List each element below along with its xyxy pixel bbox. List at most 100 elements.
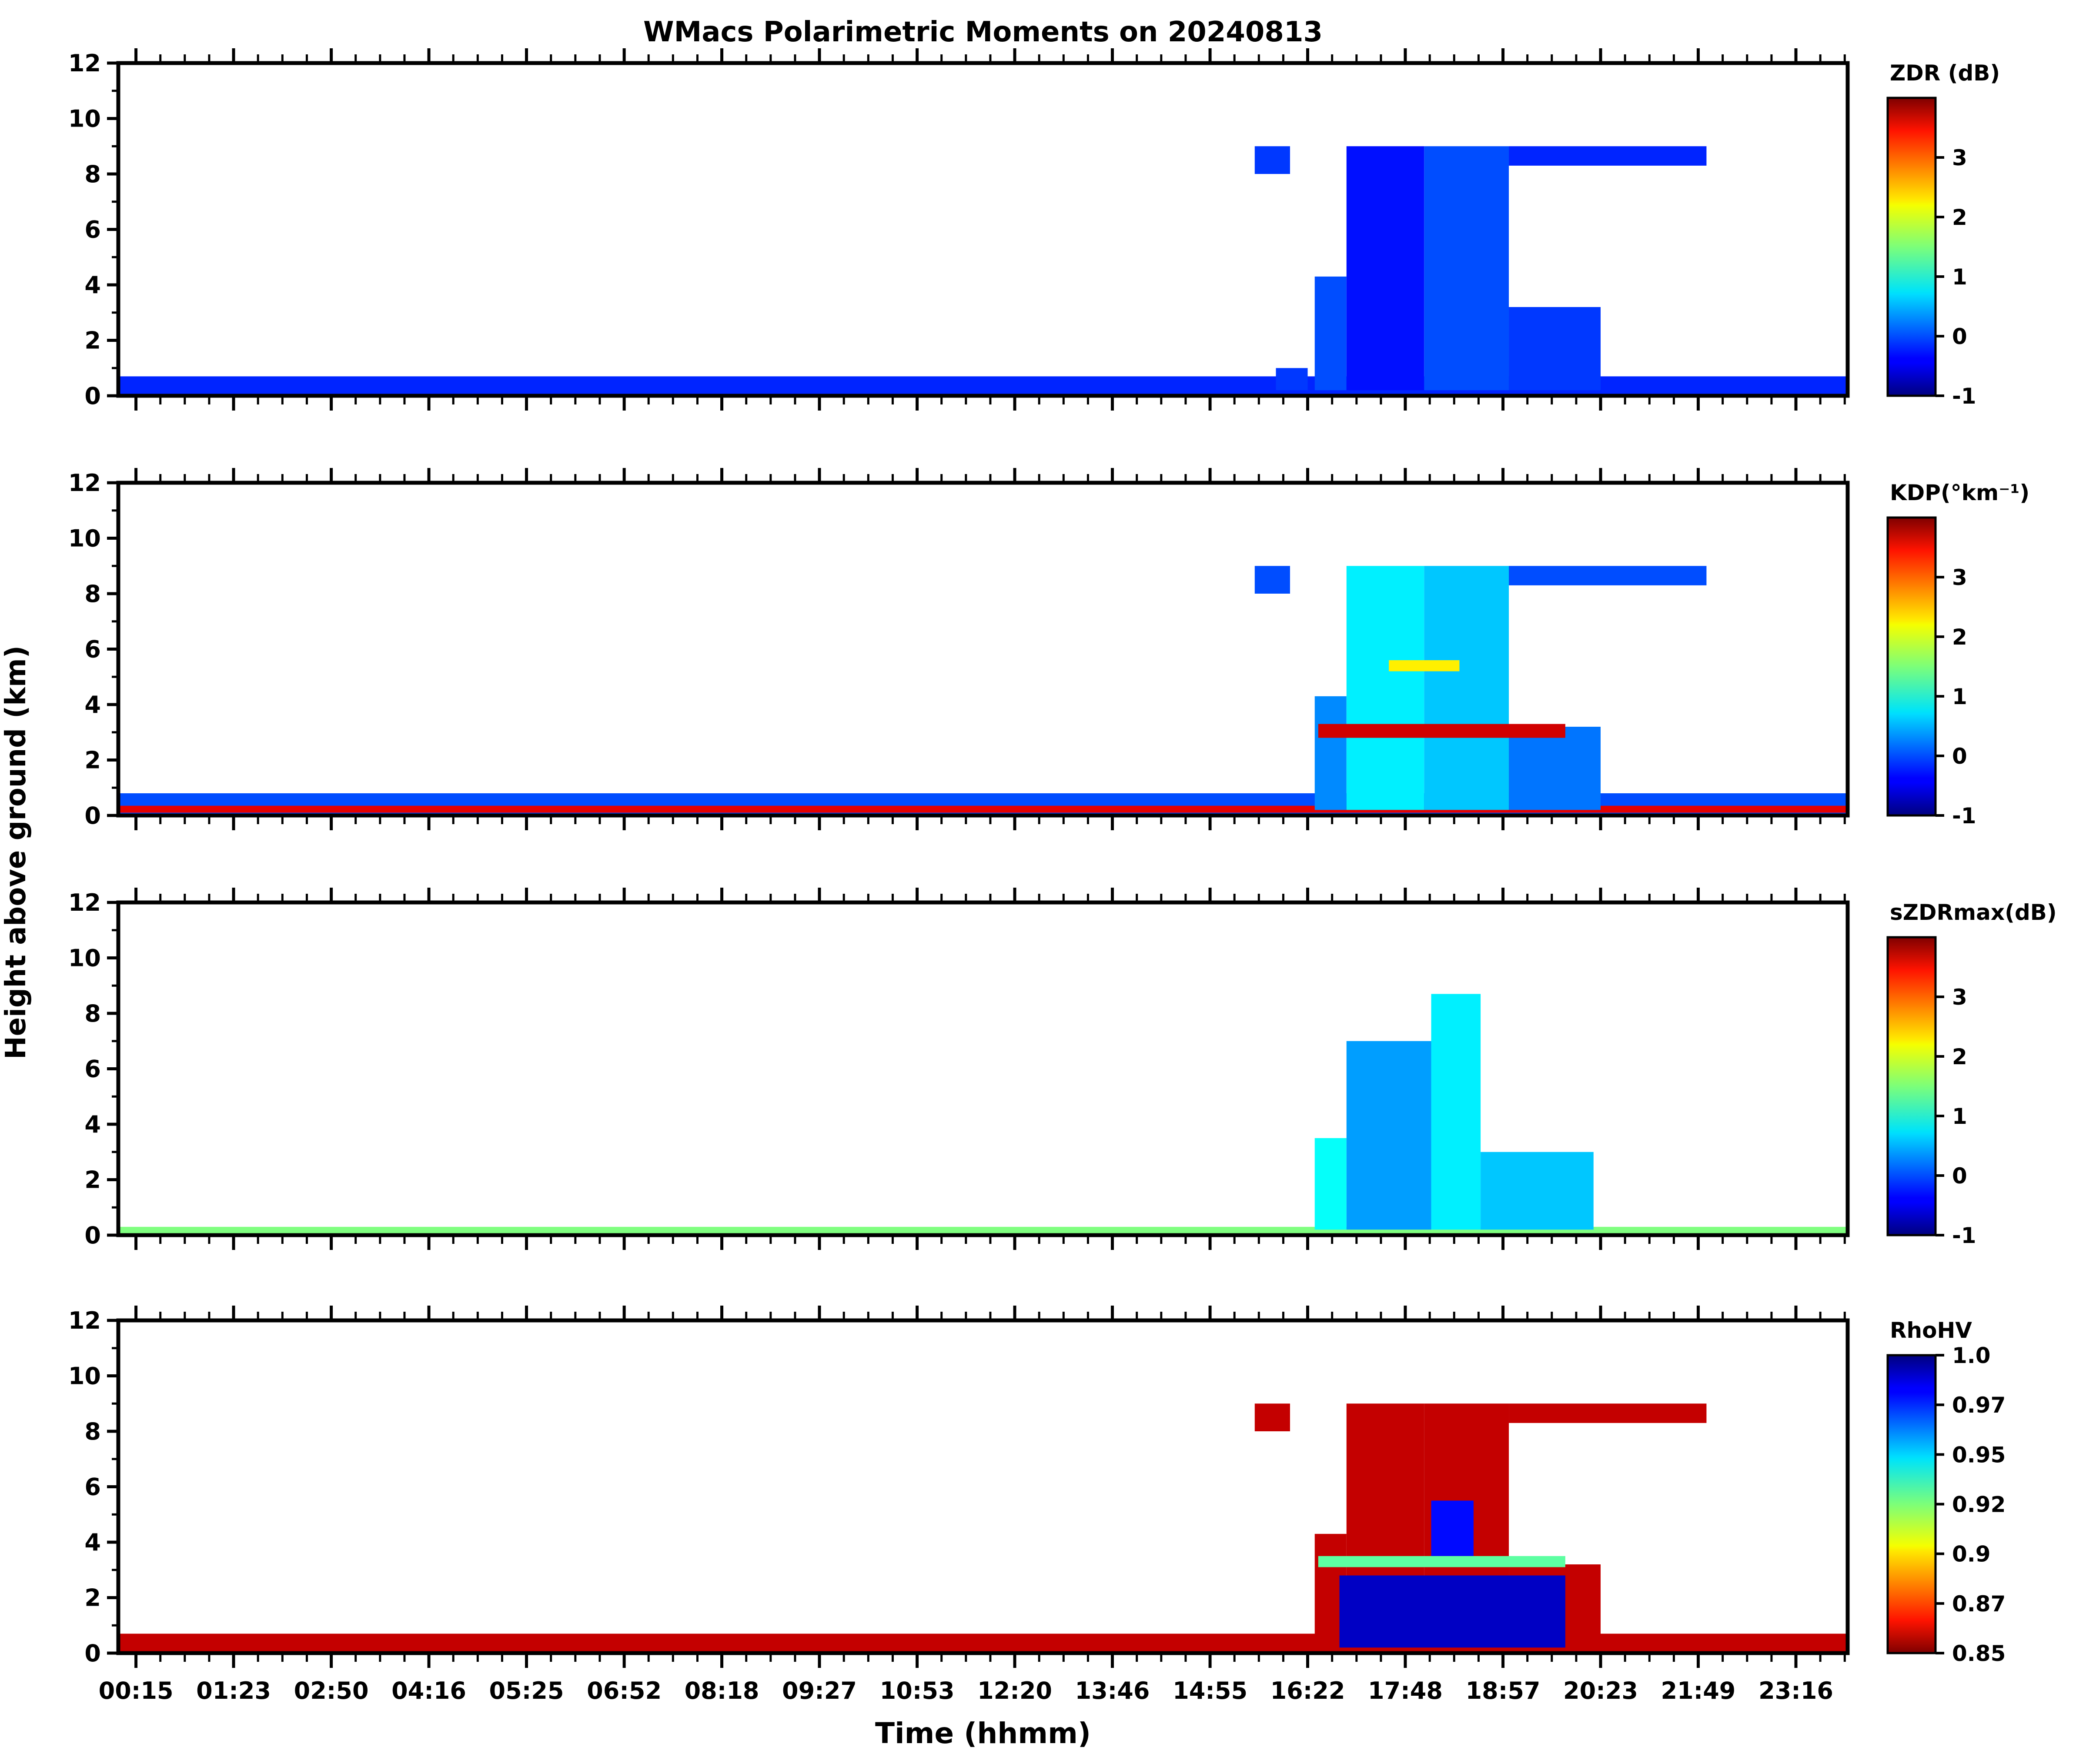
y-tick-label: 6 (84, 1473, 101, 1501)
echo-region (1254, 146, 1290, 174)
colorbar-tick-label: 3 (1952, 985, 1967, 1010)
x-axis-label: Time (hhmm) (875, 1717, 1091, 1750)
echo-region (1431, 994, 1481, 1230)
x-tick-label: 16:22 (1270, 1677, 1345, 1704)
echo-region (1431, 1500, 1474, 1556)
colorbar (1886, 97, 1937, 397)
echo-region (1481, 1152, 1594, 1230)
panel-rhohv: 0 2 4 6 8 10 12 00:15 01:23 02:50 04:16 05:25 06:52 0… (68, 1306, 2006, 1704)
y-tick-label: 12 (68, 1307, 101, 1334)
colorbar-tick-label: 1.0 (1952, 1343, 1991, 1368)
echo-region (1314, 276, 1347, 391)
echo-region (1346, 146, 1424, 391)
echo-region (1346, 1041, 1431, 1230)
y-tick-label: 4 (84, 1111, 101, 1138)
x-tick-label: 13:46 (1075, 1677, 1150, 1704)
y-tick-label: 2 (84, 747, 101, 774)
echo-region (1424, 146, 1509, 391)
x-tick-label: 21:49 (1661, 1677, 1735, 1704)
y-tick-label: 0 (84, 1640, 101, 1667)
echo-region (1424, 566, 1509, 810)
echo-region (1509, 1403, 1707, 1423)
colorbar-tick-label: 0 (1952, 324, 1967, 349)
y-tick-label: 12 (68, 50, 101, 77)
x-tick-label: 06:52 (587, 1677, 662, 1704)
x-tick-label: 08:18 (685, 1677, 759, 1704)
echo-region (1509, 146, 1707, 166)
x-tick-label: 04:16 (391, 1677, 466, 1704)
chart-title: WMacs Polarimetric Moments on 20240813 (643, 16, 1323, 48)
y-tick-label: 10 (68, 525, 101, 552)
colorbar-tick-label: 0.95 (1952, 1442, 2006, 1467)
y-tick-label: 6 (84, 216, 101, 244)
y-axis-label: Height above ground (km) (0, 645, 32, 1059)
y-tick-label: 2 (84, 1166, 101, 1194)
colorbar (1886, 1354, 1937, 1654)
colorbar-tick-label: 1 (1952, 264, 1967, 290)
y-tick-label: 12 (68, 889, 101, 916)
colorbar-tick-label: 3 (1952, 565, 1967, 590)
echo-region (1254, 566, 1290, 594)
echo-region (1509, 307, 1601, 391)
y-tick-label: 2 (84, 327, 101, 354)
y-tick-label: 10 (68, 945, 101, 972)
echo-region (1339, 1575, 1565, 1648)
colorbar-tick-label: 0.92 (1952, 1492, 2006, 1517)
colorbar-tick-label: -1 (1952, 803, 1976, 829)
echo-region (1389, 660, 1460, 672)
y-tick-label: 10 (68, 105, 101, 133)
x-tick-label: 12:20 (977, 1677, 1052, 1704)
echo-region (1276, 368, 1308, 391)
y-tick-label: 0 (84, 1222, 101, 1249)
x-tick-label: 23:16 (1758, 1677, 1833, 1704)
colorbar (1886, 516, 1937, 817)
x-tick-label: 01:23 (196, 1677, 271, 1704)
echo-region (1254, 1403, 1290, 1431)
y-tick-label: 8 (84, 160, 101, 188)
colorbar-tick-label: 1 (1952, 1104, 1967, 1129)
echo-layer (118, 566, 1848, 815)
colorbar-label: sZDRmax(dB) (1890, 900, 2057, 925)
x-tick-label: 02:50 (294, 1677, 369, 1704)
y-tick-label: 8 (84, 1000, 101, 1027)
y-tick-label: 0 (84, 802, 101, 829)
y-tick-label: 2 (84, 1584, 101, 1612)
x-tick-label: 05:25 (489, 1677, 564, 1704)
echo-layer (118, 146, 1848, 396)
echo-region (1509, 727, 1601, 810)
colorbar-tick-label: 0.97 (1952, 1393, 2006, 1418)
y-tick-label: 4 (84, 691, 101, 718)
echo-region (1509, 566, 1707, 585)
x-tick-label: 00:15 (99, 1677, 174, 1704)
echo-region (1318, 1556, 1565, 1567)
echo-region (1318, 724, 1565, 738)
colorbar-tick-label: 0.87 (1952, 1591, 2006, 1617)
y-tick-label: 6 (84, 636, 101, 663)
colorbar-label: RhoHV (1890, 1318, 1972, 1343)
x-tick-label: 20:23 (1563, 1677, 1638, 1704)
colorbar-label: KDP(°km⁻¹) (1890, 480, 2029, 505)
colorbar-tick-label: 0.9 (1952, 1542, 1991, 1567)
colorbar-tick-label: 0.85 (1952, 1641, 2006, 1666)
echo-region (1346, 566, 1424, 810)
y-tick-label: 10 (68, 1363, 101, 1390)
colorbar (1886, 936, 1937, 1236)
colorbar-tick-label: -1 (1952, 1223, 1976, 1248)
y-tick-label: 12 (68, 469, 101, 497)
colorbar-tick-label: 2 (1952, 625, 1967, 650)
colorbar-label: ZDR (dB) (1890, 60, 2000, 86)
colorbar-tick-label: -1 (1952, 384, 1976, 409)
y-tick-label: 0 (84, 382, 101, 410)
y-tick-label: 8 (84, 1418, 101, 1445)
x-tick-label: 18:57 (1466, 1677, 1541, 1704)
colorbar-tick-label: 1 (1952, 684, 1967, 709)
echo-layer (118, 1403, 1848, 1653)
x-tick-label: 09:27 (782, 1677, 857, 1704)
colorbar-tick-label: 2 (1952, 1044, 1967, 1069)
x-tick-label: 10:53 (880, 1677, 955, 1704)
x-tick-label: 14:55 (1173, 1677, 1247, 1704)
